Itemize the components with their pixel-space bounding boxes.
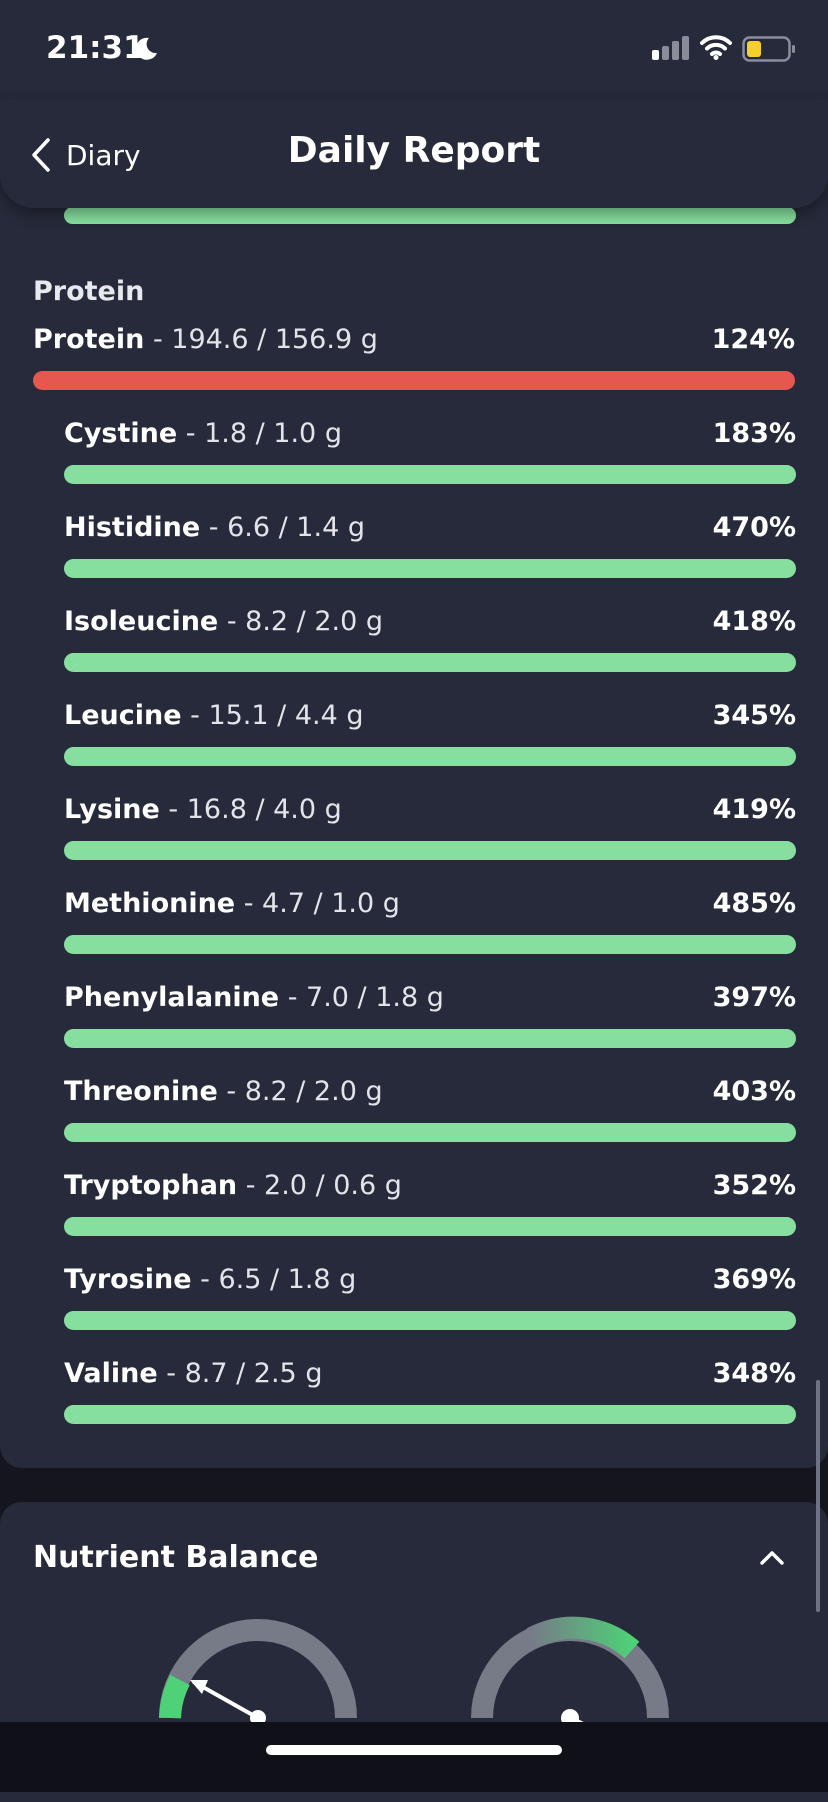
back-button[interactable]: Diary [30,130,141,180]
chevron-left-icon [32,138,50,172]
gauge-icon [159,1619,357,1726]
page-title: Daily Report [287,130,541,171]
moon-icon [135,37,157,60]
nutrient-amount: - 8.2 / 2.0 g [218,606,384,637]
nutrient-amount: - 4.7 / 1.0 g [235,888,400,919]
previous-nutrient-progress-bar [64,207,796,224]
nutrient-percent: 397% [712,982,796,1013]
nutrient-progress-bar [64,1405,796,1424]
status-bar: 21:31 [0,0,828,100]
nutrient-progress-bar [64,1311,796,1330]
nutrient-amount: - 15.1 / 4.4 g [181,700,364,731]
nutrient-name: Lysine [64,794,160,825]
nutrient-name: Histidine [64,512,201,543]
nutrient-percent: 485% [712,888,796,919]
nutrient-percent: 345% [712,700,796,731]
nutrient-amount: - 1.8 / 1.0 g [177,418,342,449]
nutrient-name: Isoleucine [64,606,219,637]
nutrient-progress-bar [64,747,796,766]
nutrient-progress-bar [64,559,796,578]
nutrient-amount: - 16.8 / 4.0 g [159,794,342,825]
nutrient-name: Leucine [64,700,182,731]
nutrient-amount: - 6.5 / 1.8 g [191,1264,357,1295]
nutrient-row[interactable]: Leucine - 15.1 / 4.4 g 345% [64,700,796,766]
section-heading-protein: Protein [33,276,145,307]
nutrient-percent: 183% [712,418,796,449]
nutrient-name: Threonine [64,1076,218,1107]
nutrient-row[interactable]: Histidine - 6.6 / 1.4 g 470% [64,512,796,578]
nutrient-progress-bar [64,841,796,860]
nutrient-amount: - 2.0 / 0.6 g [237,1170,402,1201]
nutrient-row-protein[interactable]: Protein - 194.6 / 156.9 g 124% [33,324,795,390]
nutrient-progress-bar [64,465,796,484]
nutrient-percent: 369% [712,1264,796,1295]
nutrient-row[interactable]: Threonine - 8.2 / 2.0 g 403% [64,1076,796,1142]
nutrient-amount: - 6.6 / 1.4 g [200,512,365,543]
nutrient-amount: - 7.0 / 1.8 g [279,982,444,1013]
nutrient-percent: 352% [712,1170,796,1201]
nutrient-amount: - 8.7 / 2.5 g [157,1358,323,1389]
nutrient-percent: 470% [712,512,796,543]
nutrient-name: Tryptophan [64,1170,238,1201]
back-label: Diary [66,138,141,172]
nutrient-progress-bar [64,653,796,672]
signal-icon [652,36,689,60]
nutrient-progress-bar [64,1029,796,1048]
nutrient-percent: 419% [712,794,796,825]
nutrient-row[interactable]: Phenylalanine - 7.0 / 1.8 g 397% [64,982,796,1048]
scroll-indicator[interactable] [816,1380,820,1612]
nutrient-name: Tyrosine [64,1264,192,1295]
status-time: 21:31 [46,30,145,66]
nutrient-row[interactable]: Cystine - 1.8 / 1.0 g 183% [64,418,796,484]
chevron-up-icon[interactable] [758,1548,786,1568]
nutrient-name: Cystine [64,418,178,449]
nutrient-progress-bar [64,1217,796,1236]
nutrient-percent: 348% [712,1358,796,1389]
nutrient-amount: - 194.6 / 156.9 g [144,324,378,355]
nutrient-progress-bar [33,371,795,390]
gauge-icon [471,1616,669,1729]
nutrient-name: Valine [64,1358,158,1389]
nutrient-row[interactable]: Isoleucine - 8.2 / 2.0 g 418% [64,606,796,672]
home-bar-area [0,1722,828,1792]
navigation-bar: Diary Daily Report [0,100,828,208]
nutrient-row[interactable]: Tryptophan - 2.0 / 0.6 g 352% [64,1170,796,1236]
nutrient-row[interactable]: Tyrosine - 6.5 / 1.8 g 369% [64,1264,796,1330]
battery-icon [742,36,795,62]
home-indicator[interactable] [266,1745,562,1755]
nutrient-name: Protein [33,324,145,355]
nutrient-name: Methionine [64,888,236,919]
wifi-icon [700,35,732,60]
nutrient-progress-bar [64,1123,796,1142]
balance-title: Nutrient Balance [33,1540,319,1575]
protein-card: Protein Protein - 194.6 / 156.9 g 124% C… [0,150,828,1468]
nutrient-percent: 403% [712,1076,796,1107]
nutrient-percent: 124% [711,324,795,355]
nutrient-row[interactable]: Lysine - 16.8 / 4.0 g 419% [64,794,796,860]
nutrient-amount: - 8.2 / 2.0 g [217,1076,383,1107]
nutrient-row[interactable]: Methionine - 4.7 / 1.0 g 485% [64,888,796,954]
nutrient-percent: 418% [712,606,796,637]
nutrient-progress-bar [64,935,796,954]
nutrient-name: Phenylalanine [64,982,280,1013]
nutrient-row[interactable]: Valine - 8.7 / 2.5 g 348% [64,1358,796,1424]
